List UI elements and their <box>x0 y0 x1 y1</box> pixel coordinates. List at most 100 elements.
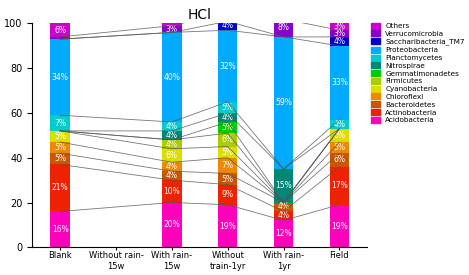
Text: 33%: 33% <box>331 78 348 87</box>
Text: 40%: 40% <box>163 73 180 82</box>
Text: 16%: 16% <box>52 225 68 234</box>
Text: 5%: 5% <box>222 148 234 157</box>
Bar <box>330 46 349 120</box>
Bar <box>162 149 182 162</box>
Bar <box>330 129 349 142</box>
Text: 10%: 10% <box>164 187 180 196</box>
Bar <box>162 32 182 122</box>
Text: 5%: 5% <box>333 143 345 152</box>
Text: 4%: 4% <box>333 37 345 46</box>
Bar <box>330 167 349 205</box>
Text: 3%: 3% <box>333 29 345 38</box>
Text: 6%: 6% <box>333 131 345 140</box>
Bar <box>218 21 237 30</box>
Bar <box>274 202 293 211</box>
Text: 6%: 6% <box>222 135 234 144</box>
Text: 17%: 17% <box>331 181 348 190</box>
Bar <box>218 205 237 247</box>
Bar <box>50 164 70 211</box>
Bar <box>274 37 293 169</box>
Bar <box>330 30 349 37</box>
Bar <box>274 1 293 19</box>
Text: 9%: 9% <box>222 190 234 199</box>
Text: 5%: 5% <box>54 132 66 141</box>
Text: 4%: 4% <box>222 113 234 122</box>
Bar <box>218 147 237 158</box>
Text: 4%: 4% <box>278 202 289 211</box>
Bar <box>50 211 70 247</box>
Bar <box>218 133 237 147</box>
Text: 4%: 4% <box>222 12 234 21</box>
Text: 15%: 15% <box>275 181 292 190</box>
Bar <box>274 19 293 37</box>
Bar <box>50 37 70 39</box>
Bar <box>162 23 182 26</box>
Bar <box>162 140 182 149</box>
Text: 4%: 4% <box>166 140 178 149</box>
Bar <box>50 142 70 153</box>
Text: 8%: 8% <box>278 6 289 15</box>
Text: 6%: 6% <box>166 151 178 160</box>
Bar <box>162 171 182 180</box>
Text: 4%: 4% <box>222 21 234 30</box>
Text: 4%: 4% <box>278 211 289 221</box>
Text: 5%: 5% <box>222 175 234 183</box>
Bar <box>330 120 349 129</box>
Bar <box>218 113 237 122</box>
Title: HCl: HCl <box>188 8 212 22</box>
Text: 6%: 6% <box>54 26 66 35</box>
Text: 34%: 34% <box>52 73 68 82</box>
Bar <box>330 205 349 247</box>
Text: 4%: 4% <box>166 162 178 171</box>
Text: 4%: 4% <box>222 3 234 12</box>
Text: 32%: 32% <box>219 62 236 70</box>
Text: 8%: 8% <box>278 23 289 32</box>
Text: 5%: 5% <box>54 143 66 152</box>
Bar <box>50 39 70 115</box>
Bar <box>162 122 182 131</box>
Bar <box>162 131 182 140</box>
Text: 4%: 4% <box>166 131 178 140</box>
Bar <box>330 153 349 167</box>
Bar <box>50 115 70 131</box>
Bar <box>162 162 182 171</box>
Bar <box>218 12 237 21</box>
Text: 3%: 3% <box>166 24 178 34</box>
Text: 5%: 5% <box>54 154 66 163</box>
Bar <box>162 26 182 32</box>
Text: 12%: 12% <box>275 229 292 238</box>
Bar <box>274 211 293 221</box>
Text: 4%: 4% <box>166 171 178 180</box>
Text: 20%: 20% <box>164 220 180 229</box>
Text: 4%: 4% <box>166 122 178 131</box>
Bar <box>218 122 237 133</box>
Text: 3%: 3% <box>333 22 345 31</box>
Text: 7%: 7% <box>222 161 234 170</box>
Text: 5%: 5% <box>222 123 234 132</box>
Text: 19%: 19% <box>219 221 236 230</box>
Legend: Others, Verrucomicrobia, Saccharibacteria_TM7, Proteobacteria, Planctomycetes, N: Others, Verrucomicrobia, Saccharibacteri… <box>371 23 465 123</box>
Text: 7%: 7% <box>54 119 66 128</box>
Text: 19%: 19% <box>331 221 348 230</box>
Bar <box>218 3 237 12</box>
Bar <box>162 202 182 247</box>
Text: 6%: 6% <box>333 155 345 164</box>
Bar <box>162 180 182 202</box>
Bar <box>50 131 70 142</box>
Bar <box>50 153 70 164</box>
Bar <box>218 102 237 113</box>
Bar <box>274 221 293 247</box>
Text: 5%: 5% <box>222 103 234 112</box>
Bar <box>274 169 293 202</box>
Bar <box>218 174 237 185</box>
Bar <box>50 23 70 37</box>
Bar <box>218 158 237 174</box>
Bar <box>218 30 237 102</box>
Text: 59%: 59% <box>275 98 292 108</box>
Bar <box>330 142 349 153</box>
Bar <box>330 23 349 30</box>
Bar <box>218 185 237 205</box>
Text: 21%: 21% <box>52 183 68 192</box>
Bar <box>330 37 349 46</box>
Text: 4%: 4% <box>333 120 345 129</box>
